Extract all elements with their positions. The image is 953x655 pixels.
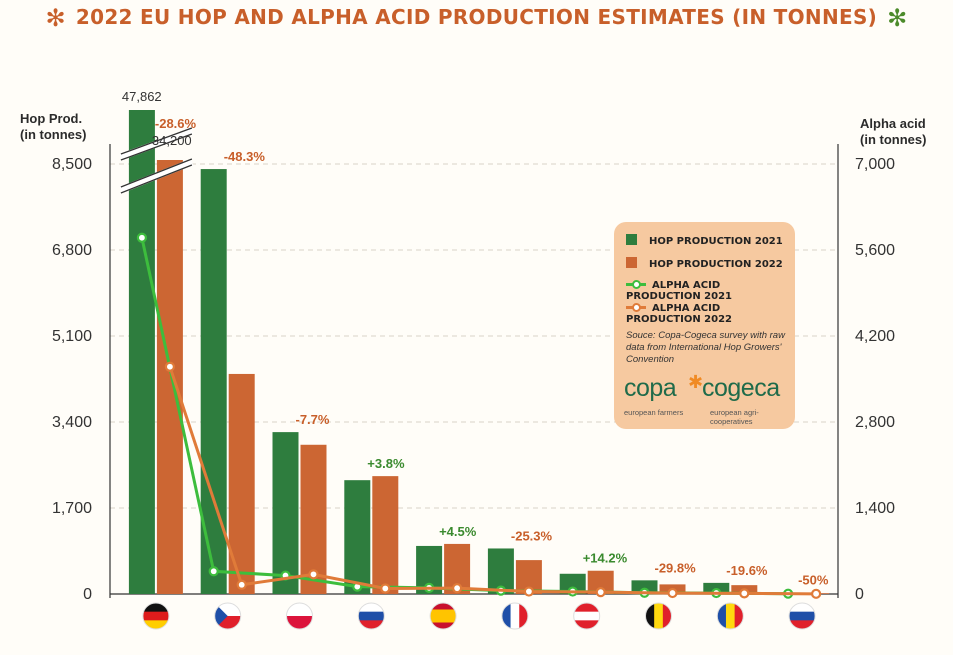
swatch-icon: [626, 234, 637, 245]
right-tick-label: 4,200: [855, 328, 895, 345]
change-label: +3.8%: [367, 456, 405, 471]
value-label-hop2022: 34,200: [152, 133, 192, 148]
alpha-2021-point: [208, 566, 219, 577]
right-tick-label: 7,000: [855, 156, 895, 173]
flag-france-icon: [501, 603, 528, 629]
legend-item-alpha2021: ALPHA ACID PRODUCTION 2021: [626, 280, 733, 302]
left-tick-label: 3,400: [52, 414, 92, 431]
change-label: +4.5%: [439, 524, 477, 539]
flag-border: [788, 602, 816, 630]
alpha-2022-line: [168, 366, 817, 596]
alpha-2022-point: [523, 586, 535, 597]
flag-border: [142, 602, 170, 630]
source-note: Souce: Copa-Cogeca survey with raw data …: [626, 330, 785, 365]
right-tick-label: 2,800: [855, 414, 895, 431]
change-label: -19.6%: [726, 563, 768, 578]
bar-hop-2022: [300, 444, 327, 594]
axis-break-mark: [120, 127, 193, 155]
alpha-2022-point: [380, 583, 391, 594]
flag-czechia-icon: [214, 603, 241, 629]
change-label: -7.7%: [296, 412, 330, 427]
value-label-hop2021: 47,862: [122, 89, 162, 104]
alpha-2022-point: [308, 569, 319, 580]
bar-hop-2021: [272, 432, 299, 594]
copa-cogeca-logo: copa ✱ cogeca european farmers european …: [624, 372, 780, 426]
line-marker-icon: [626, 303, 646, 312]
alpha-2022-point: [739, 588, 750, 599]
change-label: -28.6%: [155, 116, 197, 131]
chart-title: ✻ 2022 EU HOP AND ALPHA ACID PRODUCTION E…: [45, 4, 908, 32]
hop-flower-icon: ✻: [887, 4, 908, 32]
flag-border: [214, 602, 242, 630]
flag-slovenia-icon: [358, 603, 385, 629]
flag-germany-icon: [142, 603, 169, 629]
bar-hop-2021: [631, 580, 658, 594]
flag-border: [645, 602, 672, 630]
alpha-2022-point: [595, 587, 606, 598]
legend-item-hop2022: HOP PRODUCTION 2022: [626, 257, 783, 273]
alpha-2021-point: [136, 232, 147, 243]
flag-border: [501, 602, 529, 630]
change-label: +14.2%: [583, 551, 628, 566]
bar-hop-2021: [344, 480, 371, 594]
change-label: -29.8%: [655, 560, 697, 575]
bar-hop-2021: [559, 573, 586, 594]
legend-item-hop2021: HOP PRODUCTION 2021: [626, 234, 783, 250]
flag-romania-icon: [717, 603, 744, 629]
axis-break-mark: [120, 158, 193, 188]
axis-break-mark: [120, 164, 193, 194]
swatch-icon: [626, 257, 637, 268]
right-tick-label: 5,600: [855, 242, 895, 259]
change-label: -48.3%: [224, 149, 266, 164]
left-axis-label: Hop Prod. (in tonnes): [20, 111, 87, 142]
flag-border: [286, 602, 313, 630]
flag-spain-icon: [430, 603, 457, 629]
left-tick-label: 6,800: [52, 242, 92, 259]
axis-break-gap: [119, 158, 194, 194]
left-tick-label: 8,500: [52, 156, 92, 173]
bar-hop-2022: [587, 570, 614, 594]
flag-border: [357, 602, 385, 630]
flag-belgium-icon: [645, 603, 672, 629]
legend-item-alpha2022: ALPHA ACID PRODUCTION 2022: [626, 303, 733, 325]
axis-break-mark: [120, 133, 193, 161]
change-label: -25.3%: [511, 528, 553, 543]
hop-flower-icon: ✻: [45, 4, 66, 32]
flag-border: [429, 602, 457, 630]
star-icon: ✱: [688, 372, 704, 392]
alpha-2022-point: [452, 583, 463, 594]
right-tick-label: 0: [855, 586, 864, 603]
flag-slovakia-icon: [789, 603, 816, 629]
flag-austria-icon: [573, 603, 600, 629]
flag-poland-icon: [286, 603, 313, 629]
flag-border: [716, 602, 744, 630]
alpha-2022-point: [164, 361, 175, 372]
bar-hop-2022: [372, 476, 399, 594]
left-tick-label: 5,100: [52, 328, 92, 345]
alpha-2022-point: [236, 579, 247, 590]
alpha-2022-point: [667, 587, 678, 599]
right-tick-label: 1,400: [855, 500, 895, 517]
line-marker-icon: [626, 280, 646, 289]
change-label: -50%: [798, 572, 829, 587]
axis-break-gap: [119, 127, 194, 161]
right-axis-label: Alpha acid (in tonnes): [860, 116, 927, 147]
bar-hop-2021: [128, 110, 155, 594]
left-tick-label: 1,700: [52, 500, 92, 517]
left-tick-label: 0: [83, 586, 92, 603]
bar-hop-2022: [156, 160, 183, 594]
flag-border: [573, 602, 601, 630]
legend: HOP PRODUCTION 2021 HOP PRODUCTION 2022 …: [614, 222, 795, 429]
alpha-2022-point: [810, 588, 822, 599]
